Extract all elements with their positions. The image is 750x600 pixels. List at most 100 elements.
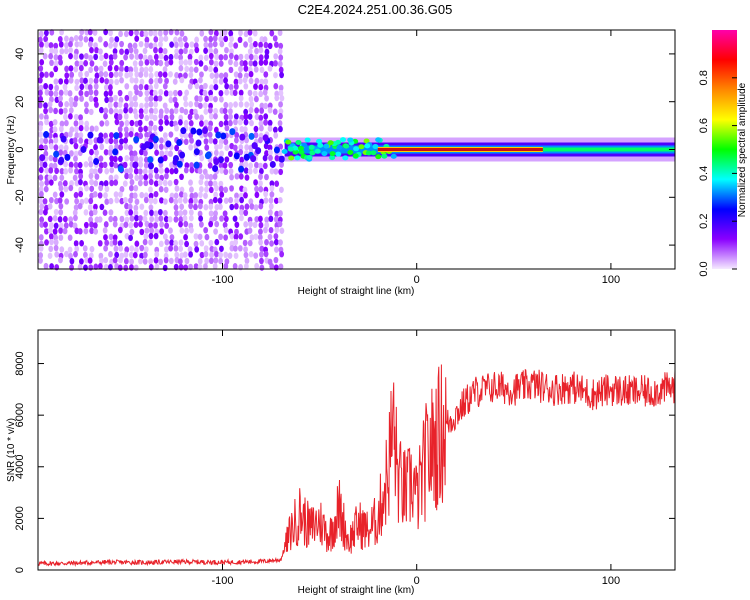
spectrogram-cell bbox=[92, 208, 98, 216]
spectrogram-cell bbox=[168, 53, 174, 61]
spectrogram-cell bbox=[193, 197, 198, 205]
spectrogram-cell bbox=[193, 66, 199, 73]
spectrogram-cell bbox=[244, 174, 250, 181]
spectrogram-cell bbox=[73, 204, 79, 211]
spectrogram-cell bbox=[189, 78, 195, 85]
spectrogram-cell bbox=[172, 78, 178, 85]
spectrogram-cell bbox=[123, 196, 128, 204]
spectrogram-cell bbox=[188, 209, 194, 216]
spectrogram-cell bbox=[223, 226, 229, 234]
spectrogram-cell bbox=[183, 138, 189, 146]
spectrogram-cell bbox=[87, 84, 93, 91]
spectrogram-cell bbox=[212, 196, 218, 204]
spectrogram-cell bbox=[148, 239, 153, 246]
spectrogram-cell bbox=[83, 52, 89, 60]
spectrogram-cell bbox=[58, 78, 64, 85]
spectrogram-cell bbox=[194, 113, 200, 120]
spectrogram-cell bbox=[335, 151, 342, 157]
spectrogram-cell bbox=[79, 53, 84, 60]
spectrogram-cell bbox=[259, 251, 264, 258]
spectrogram-cell bbox=[54, 84, 60, 92]
spectrogram-cell bbox=[59, 246, 65, 253]
spectrogram-cell bbox=[203, 119, 209, 127]
spectrogram-cell bbox=[263, 41, 269, 49]
spectrogram-cell bbox=[169, 120, 175, 127]
spectrogram-cell bbox=[48, 90, 54, 97]
spectrogram-cell bbox=[179, 203, 185, 210]
spectrogram-cell bbox=[178, 54, 184, 61]
spectrogram-cell bbox=[174, 72, 179, 79]
spectrogram-cell bbox=[77, 202, 83, 210]
spectrogram-cell bbox=[114, 118, 120, 126]
spectrogram-cell bbox=[158, 240, 164, 248]
spectrogram-cell bbox=[258, 136, 263, 144]
spectrogram-cell bbox=[169, 108, 175, 115]
spectrogram-cell bbox=[123, 54, 129, 61]
spectrogram-cell bbox=[148, 258, 153, 265]
spectrogram-cell bbox=[274, 180, 280, 187]
spectrogram-cell bbox=[258, 221, 264, 229]
spectrogram-cell bbox=[209, 72, 215, 79]
spectrogram-cell bbox=[153, 190, 159, 198]
spectrogram-cell bbox=[212, 214, 218, 222]
spectrogram-cell bbox=[218, 251, 224, 259]
spectrogram-cell bbox=[132, 192, 138, 199]
spectrogram-cell bbox=[213, 83, 219, 91]
spectrogram-cell bbox=[197, 167, 203, 175]
spectrogram-cell bbox=[102, 161, 108, 169]
spectrogram-xtick-label: 0 bbox=[414, 274, 420, 286]
spectrogram-cell bbox=[223, 113, 229, 121]
spectrogram-cell bbox=[242, 186, 248, 194]
spectrogram-cell bbox=[88, 66, 94, 74]
spectrogram-cell bbox=[69, 101, 74, 108]
spectrogram-cell bbox=[108, 54, 114, 61]
spectrogram-cell bbox=[127, 203, 133, 211]
spectrogram-cell bbox=[227, 252, 233, 259]
spectrogram-cell bbox=[83, 209, 89, 216]
spectrogram-cell bbox=[381, 153, 388, 159]
spectrogram-cell bbox=[179, 76, 185, 84]
spectrogram-cell bbox=[243, 221, 249, 228]
spectrogram-cell bbox=[178, 191, 184, 198]
spectrogram-cell bbox=[274, 94, 280, 102]
spectrogram-cell bbox=[269, 240, 274, 247]
spectrogram-cell bbox=[93, 144, 98, 151]
spectrogram-cell bbox=[58, 95, 63, 102]
spectrogram-cell bbox=[237, 245, 243, 252]
spectrogram-cell bbox=[118, 191, 123, 198]
spectrogram-cell bbox=[259, 102, 265, 109]
spectrogram-cell bbox=[158, 167, 164, 174]
spectrogram-cell bbox=[102, 209, 108, 216]
spectrogram-cell bbox=[48, 42, 54, 49]
spectrogram-cell bbox=[68, 47, 74, 54]
spectrogram-cell bbox=[148, 204, 154, 211]
spectrogram-cell bbox=[263, 226, 268, 234]
spectrogram-x-ticks: -100 0 100 bbox=[211, 30, 620, 286]
spectrogram-cell bbox=[39, 180, 44, 188]
spectrogram-cell bbox=[228, 113, 233, 120]
spectrogram-cell bbox=[253, 131, 259, 139]
spectrogram-cell bbox=[188, 71, 194, 79]
spectrogram-cell bbox=[279, 161, 284, 168]
spectrogram-cell bbox=[78, 40, 84, 48]
spectrogram-cell bbox=[229, 245, 235, 252]
spectrogram-cell bbox=[184, 240, 190, 248]
spectrogram-cell bbox=[143, 233, 149, 240]
spectrogram-cell bbox=[142, 238, 148, 246]
spectrogram-cell bbox=[162, 47, 168, 55]
spectrogram-cell bbox=[219, 167, 225, 174]
spectrogram-cell bbox=[207, 162, 213, 169]
snr-frame bbox=[37, 329, 676, 571]
spectrogram-cell bbox=[297, 145, 304, 151]
spectrogram-cell bbox=[154, 70, 160, 78]
spectrogram-cell bbox=[365, 150, 372, 156]
spectrogram-cell bbox=[204, 144, 210, 151]
spectrogram-cell bbox=[133, 112, 139, 120]
spectrogram-cell bbox=[137, 119, 143, 127]
spectrogram-cell bbox=[119, 59, 125, 67]
spectrogram-cell bbox=[259, 125, 264, 132]
spectrogram-cell bbox=[104, 96, 110, 104]
spectrogram-cell bbox=[133, 264, 139, 271]
spectrogram-cell bbox=[128, 221, 134, 229]
spectrogram-cell bbox=[108, 89, 113, 97]
